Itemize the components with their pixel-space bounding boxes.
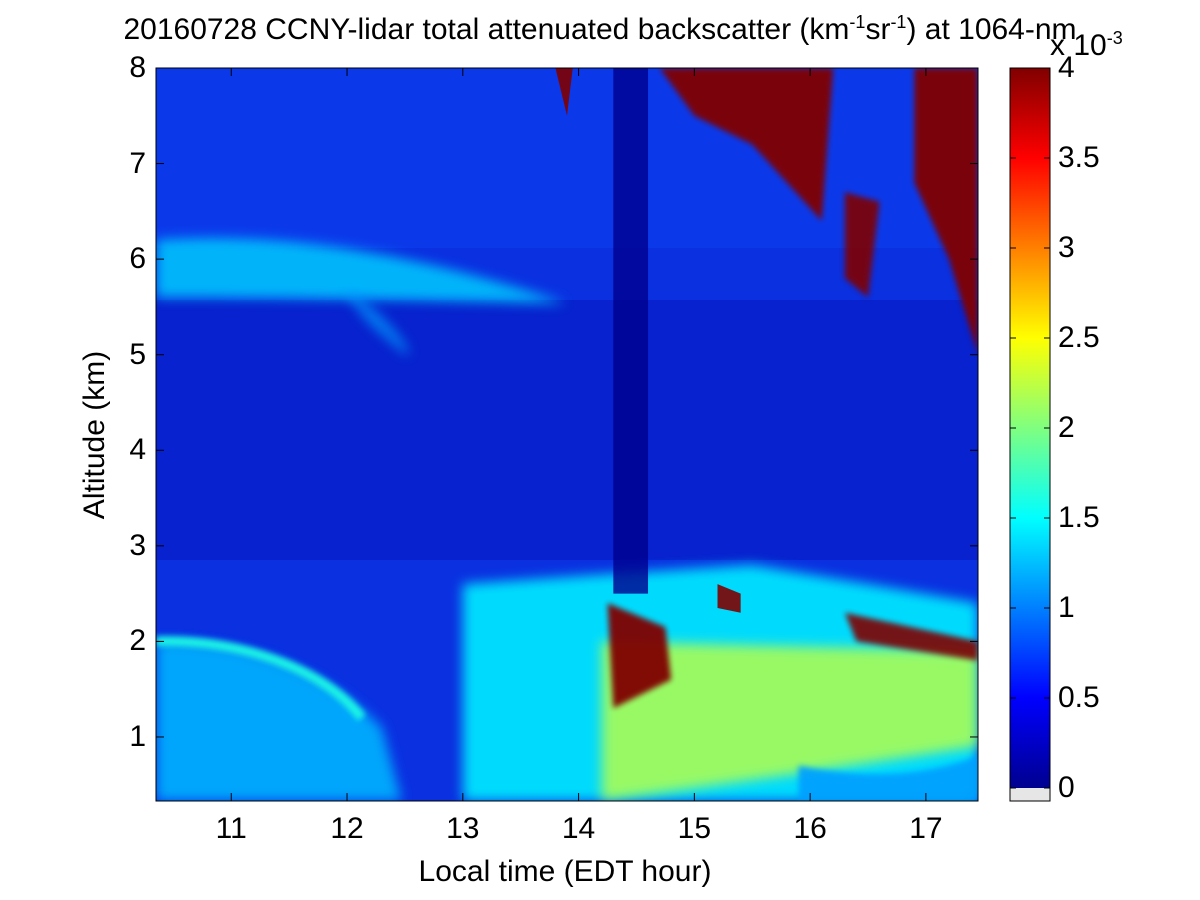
colorbar-tick-label: 1.5 bbox=[1058, 501, 1100, 534]
colorbar-exponent-base: x 10 bbox=[1050, 29, 1107, 62]
y-tick-label: 3 bbox=[129, 528, 146, 562]
cloud-cell-2 bbox=[844, 612, 978, 661]
x-tick-label: 12 bbox=[330, 812, 364, 845]
x-tick-label: 11 bbox=[215, 812, 247, 845]
feature-low-signal-gap bbox=[613, 68, 649, 594]
heatmap-area bbox=[156, 68, 978, 801]
colorbar-tick-label: 0.5 bbox=[1058, 681, 1100, 714]
colorbar-tick-label: 2.5 bbox=[1058, 321, 1100, 354]
feature-elevated-aerosol-layer bbox=[156, 238, 567, 355]
plot-frame bbox=[155, 67, 979, 802]
cloud-cell-3 bbox=[717, 584, 741, 613]
upper-cloud-4 bbox=[555, 68, 573, 116]
feature-morning-layer-top bbox=[156, 636, 366, 721]
y-tick-label: 5 bbox=[129, 337, 146, 371]
feature-upper-cloud-layer bbox=[555, 68, 978, 355]
y-tick-label: 1 bbox=[129, 719, 146, 753]
y-tick-label: 6 bbox=[129, 242, 146, 276]
y-tick-label: 2 bbox=[129, 624, 146, 658]
feature-boundary-layer-top-clouds bbox=[607, 584, 978, 709]
feature-elevated-aerosol-tail bbox=[346, 287, 409, 355]
colorbar-tick-label: 1 bbox=[1058, 591, 1075, 624]
colorbar-tick-label: 4 bbox=[1058, 51, 1075, 84]
feature-cbl-core bbox=[601, 641, 978, 801]
x-tick-label: 15 bbox=[677, 812, 712, 845]
colorbar-tick-label: 3.5 bbox=[1058, 141, 1100, 174]
feature-morning-residual-layer bbox=[156, 636, 402, 801]
upper-cloud-1 bbox=[659, 68, 834, 221]
x-tick-label: 17 bbox=[909, 812, 943, 845]
title-mid: sr bbox=[865, 13, 891, 46]
upper-cloud-2 bbox=[844, 192, 880, 298]
colorbar bbox=[1010, 68, 1050, 788]
y-axis-label: Altitude (km) bbox=[78, 350, 111, 520]
upper-cloud-3 bbox=[914, 68, 978, 355]
colorbar-exponent: x 10-3 bbox=[1050, 28, 1123, 63]
colorbar-nodata bbox=[1010, 788, 1050, 801]
colorbar-tick-label: 0 bbox=[1058, 771, 1075, 804]
feature-convective-boundary-layer bbox=[462, 564, 978, 801]
x-axis-label: Local time (EDT hour) bbox=[418, 855, 712, 888]
title-sup-2: -1 bbox=[890, 12, 907, 32]
title-sup-1: -1 bbox=[849, 12, 866, 32]
feature-morning-mixed-layer bbox=[156, 641, 402, 801]
y-tick-label: 7 bbox=[129, 146, 146, 180]
title-end: ) at 1064-nm bbox=[906, 13, 1077, 46]
feature-elevated-aerosol-core bbox=[156, 238, 567, 304]
title-main: 20160728 CCNY-lidar total attenuated bac… bbox=[123, 13, 850, 46]
colorbar-tick-label: 3 bbox=[1058, 231, 1075, 264]
colorbar-exponent-power: -3 bbox=[1106, 28, 1123, 48]
cloud-cell-1 bbox=[607, 603, 672, 709]
x-tick-label: 16 bbox=[793, 812, 827, 845]
feature-cbl-surface bbox=[798, 756, 978, 801]
chart-title: 20160728 CCNY-lidar total attenuated bac… bbox=[0, 12, 1200, 47]
mid-dark-band bbox=[156, 300, 978, 560]
x-tick-label: 14 bbox=[561, 812, 596, 845]
y-tick-label: 4 bbox=[129, 433, 146, 467]
colorbar-frame bbox=[1009, 67, 1051, 802]
colorbar-tick-label: 2 bbox=[1058, 411, 1075, 444]
y-tick-label: 8 bbox=[129, 51, 146, 84]
x-tick-label: 13 bbox=[446, 812, 480, 845]
